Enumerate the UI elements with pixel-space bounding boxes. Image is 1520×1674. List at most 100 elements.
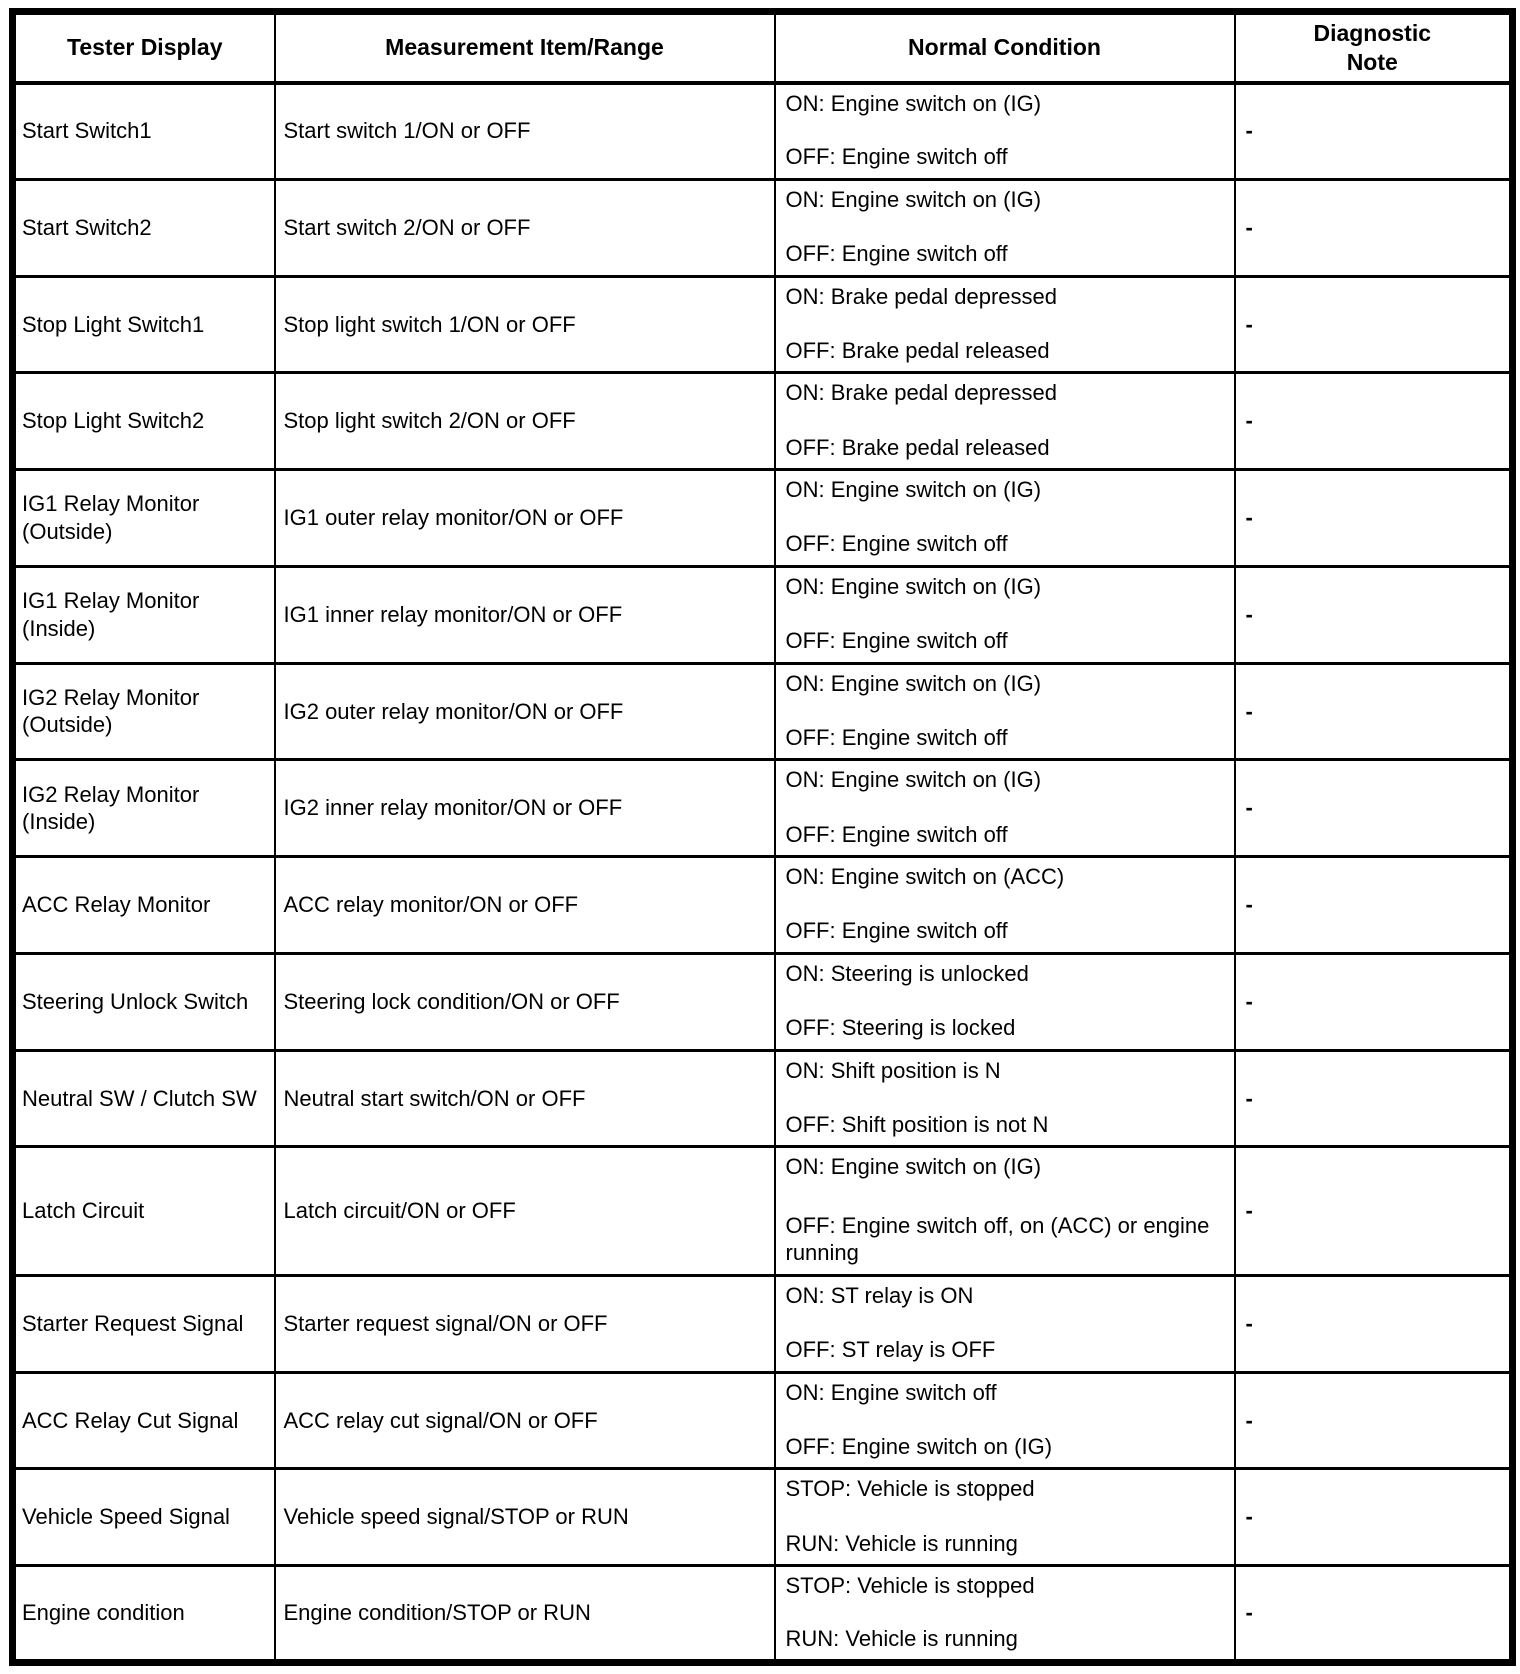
condition-off-line: OFF: Engine switch on (IG)	[785, 1433, 1053, 1459]
header-measurement-item: Measurement Item/Range	[273, 10, 776, 85]
diagnostic-note-cell: -	[1233, 1048, 1514, 1149]
normal-condition-cell: ON: Engine switch on (IG) OFF: Engine sw…	[773, 661, 1236, 762]
header-diagnostic-note-label: Diagnostic Note	[1313, 20, 1432, 75]
condition-off-line: RUN: Vehicle is running	[785, 1625, 1018, 1651]
table-row: Vehicle Speed Signal Vehicle speed signa…	[11, 1467, 1514, 1568]
normal-condition-cell: ON: Steering is unlocked OFF: Steering i…	[773, 951, 1236, 1052]
tester-display-cell: Starter Request Signal	[11, 1273, 276, 1374]
diagnostic-note-cell: -	[1233, 1145, 1514, 1277]
diagnostic-note-cell: -	[1233, 274, 1514, 375]
diagnostic-note-cell: -	[1233, 81, 1514, 181]
measurement-item-cell: Latch circuit/ON or OFF	[273, 1145, 776, 1277]
condition-off-line: OFF: Engine switch off	[785, 531, 1008, 557]
condition-on-line: ON: Engine switch on (IG)	[785, 1154, 1042, 1180]
measurement-item-cell: Start switch 2/ON or OFF	[273, 177, 776, 278]
table-row: IG1 Relay Monitor (Outside) IG1 outer re…	[11, 468, 1514, 568]
diagnostic-note-cell: -	[1233, 1370, 1514, 1471]
condition-on-line: STOP: Vehicle is stopped	[785, 1573, 1035, 1599]
condition-off-line: OFF: ST relay is OFF	[785, 1337, 996, 1363]
tester-display-cell: Engine condition	[11, 1564, 276, 1664]
condition-off-line: OFF: Shift position is not N	[785, 1111, 1049, 1137]
condition-on-line: ON: Brake pedal depressed	[785, 380, 1058, 406]
table-row: Stop Light Switch2 Stop light switch 2/O…	[11, 371, 1514, 472]
tester-display-cell: Latch Circuit	[11, 1145, 276, 1277]
condition-on-line: ON: Engine switch on (IG)	[785, 670, 1042, 696]
table-row: ACC Relay Monitor ACC relay monitor/ON o…	[11, 855, 1514, 955]
condition-on-line: ON: Engine switch off	[785, 1379, 997, 1405]
measurement-item-cell: IG2 inner relay monitor/ON or OFF	[273, 758, 776, 859]
diagnostic-note-cell: -	[1233, 855, 1514, 955]
tester-display-cell: IG1 Relay Monitor (Outside)	[11, 468, 276, 568]
header-row: Tester Display Measurement Item/Range No…	[11, 10, 1514, 85]
table-row: IG2 Relay Monitor (Inside) IG2 inner rel…	[11, 758, 1514, 859]
condition-off-line: OFF: Engine switch off	[785, 724, 1008, 750]
tester-display-cell: Stop Light Switch2	[11, 371, 276, 472]
diagnostic-note-cell: -	[1233, 1273, 1514, 1374]
measurement-item-cell: Stop light switch 1/ON or OFF	[273, 274, 776, 375]
tester-display-cell: Start Switch1	[11, 81, 276, 181]
tester-display-cell: IG2 Relay Monitor (Inside)	[11, 758, 276, 859]
header-tester-display: Tester Display	[11, 10, 276, 85]
diagnostic-note-cell: -	[1233, 758, 1514, 859]
diagnostic-note-cell: -	[1233, 371, 1514, 472]
table-row: Engine condition Engine condition/STOP o…	[11, 1564, 1514, 1664]
diagnostic-note-cell: -	[1233, 564, 1514, 665]
tester-display-cell: IG1 Relay Monitor (Inside)	[11, 564, 276, 665]
normal-condition-cell: ON: Brake pedal depressed OFF: Brake ped…	[773, 371, 1236, 472]
measurement-item-cell: IG1 inner relay monitor/ON or OFF	[273, 564, 776, 665]
condition-on-line: ON: Engine switch on (ACC)	[785, 864, 1065, 890]
tester-display-cell: ACC Relay Monitor	[11, 855, 276, 955]
normal-condition-cell: ON: Brake pedal depressed OFF: Brake ped…	[773, 274, 1236, 375]
condition-off-line: OFF: Engine switch off	[785, 918, 1008, 944]
condition-on-line: ON: Engine switch on (IG)	[785, 767, 1042, 793]
condition-on-line: ON: Brake pedal depressed	[785, 283, 1058, 309]
measurement-item-cell: Steering lock condition/ON or OFF	[273, 951, 776, 1052]
condition-off-line: OFF: Steering is locked	[785, 1015, 1016, 1041]
data-list-table: Tester Display Measurement Item/Range No…	[9, 8, 1516, 1666]
diagnostic-note-cell: -	[1233, 468, 1514, 568]
measurement-item-cell: Neutral start switch/ON or OFF	[273, 1048, 776, 1149]
measurement-item-cell: Start switch 1/ON or OFF	[273, 81, 776, 181]
measurement-item-cell: Stop light switch 2/ON or OFF	[273, 371, 776, 472]
condition-off-line: OFF: Engine switch off	[785, 821, 1008, 847]
table-row: Steering Unlock Switch Steering lock con…	[11, 951, 1514, 1052]
table-row: ACC Relay Cut Signal ACC relay cut signa…	[11, 1370, 1514, 1471]
measurement-item-cell: ACC relay monitor/ON or OFF	[273, 855, 776, 955]
measurement-item-cell: ACC relay cut signal/ON or OFF	[273, 1370, 776, 1471]
table-row: IG1 Relay Monitor (Inside) IG1 inner rel…	[11, 564, 1514, 665]
condition-on-line: ON: Shift position is N	[785, 1057, 1001, 1083]
condition-on-line: ON: Engine switch on (IG)	[785, 573, 1042, 599]
condition-off-line: OFF: Brake pedal released	[785, 337, 1050, 363]
tester-display-cell: Start Switch2	[11, 177, 276, 278]
measurement-item-cell: IG1 outer relay monitor/ON or OFF	[273, 468, 776, 568]
table-row: Start Switch2 Start switch 2/ON or OFF O…	[11, 177, 1514, 278]
diagnostic-note-cell: -	[1233, 1564, 1514, 1664]
condition-off-line: OFF: Engine switch off	[785, 144, 1008, 170]
measurement-item-cell: Engine condition/STOP or RUN	[273, 1564, 776, 1664]
normal-condition-cell: ON: Engine switch on (IG) OFF: Engine sw…	[773, 564, 1236, 665]
table-row: Neutral SW / Clutch SW Neutral start swi…	[11, 1048, 1514, 1149]
normal-condition-cell: ON: Shift position is N OFF: Shift posit…	[773, 1048, 1236, 1149]
diagnostic-note-cell: -	[1233, 661, 1514, 762]
condition-off-line: OFF: Engine switch off	[785, 241, 1008, 267]
tester-display-cell: Steering Unlock Switch	[11, 951, 276, 1052]
condition-off-line: OFF: Engine switch off	[785, 628, 1008, 654]
header-diagnostic-note: Diagnostic Note	[1233, 10, 1514, 85]
normal-condition-cell: ON: ST relay is ON OFF: ST relay is OFF	[773, 1273, 1236, 1374]
measurement-item-cell: Starter request signal/ON or OFF	[273, 1273, 776, 1374]
normal-condition-cell: STOP: Vehicle is stopped RUN: Vehicle is…	[773, 1467, 1236, 1568]
normal-condition-cell: ON: Engine switch on (IG) OFF: Engine sw…	[773, 177, 1236, 278]
table-row: IG2 Relay Monitor (Outside) IG2 outer re…	[11, 661, 1514, 762]
table-row: Starter Request Signal Starter request s…	[11, 1273, 1514, 1374]
condition-on-line: ON: Engine switch on (IG)	[785, 477, 1042, 503]
table-row: Start Switch1 Start switch 1/ON or OFF O…	[11, 81, 1514, 181]
condition-off-line: OFF: Brake pedal released	[785, 434, 1050, 460]
condition-on-line: STOP: Vehicle is stopped	[785, 1476, 1035, 1502]
tester-display-cell: Neutral SW / Clutch SW	[11, 1048, 276, 1149]
tester-display-cell: ACC Relay Cut Signal	[11, 1370, 276, 1471]
diagnostic-note-cell: -	[1233, 951, 1514, 1052]
normal-condition-cell: ON: Engine switch on (IG) OFF: Engine sw…	[773, 468, 1236, 568]
condition-on-line: ON: Engine switch on (IG)	[785, 186, 1042, 212]
table-row: Latch Circuit Latch circuit/ON or OFF ON…	[11, 1145, 1514, 1277]
